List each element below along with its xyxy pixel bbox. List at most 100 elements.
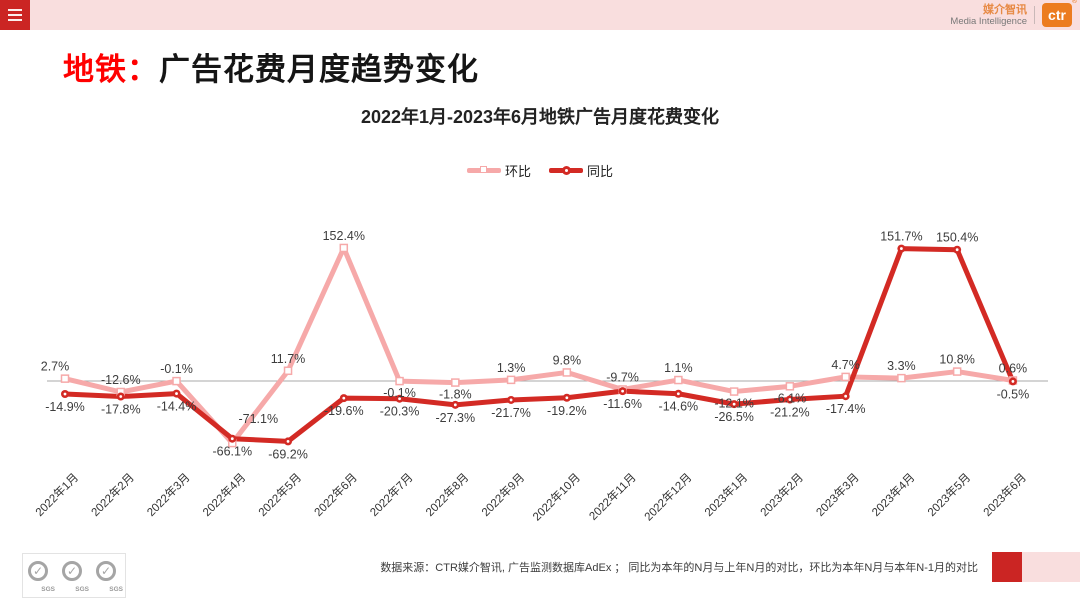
x-axis-label: 2023年5月 — [925, 470, 974, 519]
brand-name-en: Media Intelligence — [950, 15, 1027, 27]
mom-value-label: 1.3% — [497, 361, 526, 375]
ctr-logo: ctr ® — [1042, 0, 1077, 27]
data-point-marker — [562, 368, 572, 377]
sgs-logo-icon: ✓ SGS — [93, 559, 123, 593]
yoy-value-label: 150.4% — [936, 231, 978, 245]
sgs-logo-icon: ✓ SGS — [25, 559, 55, 593]
yoy-value-label: -26.5% — [714, 410, 754, 424]
yoy-value-label: -14.4% — [157, 400, 197, 414]
legend-label-mom: 环比 — [504, 164, 531, 179]
mom-series-markers — [60, 243, 1018, 448]
yoy-line-swatch — [549, 166, 583, 175]
data-source-note: 数据来源：CTR媒介智讯, 广告监测数据库AdEx ； 同比为本年的N月与上年N… — [380, 562, 978, 574]
mom-line-swatch — [466, 166, 501, 173]
page-title-text: 广告花费月度趋势变化 — [159, 52, 479, 87]
top-banner: 媒介智讯 Media Intelligence ctr ® — [0, 0, 1080, 30]
yoy-value-label: -14.6% — [659, 400, 699, 414]
x-axis-label: 2022年6月 — [311, 470, 360, 519]
data-point-marker — [674, 375, 683, 385]
legend-item-mom: 环比 — [466, 161, 531, 180]
x-axis-label: 2023年6月 — [980, 470, 1029, 519]
yoy-value-label: -21.7% — [491, 406, 531, 420]
x-axis-label: 2022年4月 — [200, 470, 249, 519]
brand-divider — [1034, 6, 1035, 24]
sgs-logo-icon: ✓ SGS — [59, 559, 89, 593]
x-axis-label: 2022年3月 — [144, 470, 193, 519]
mom-value-label: -0.1% — [160, 362, 193, 376]
x-axis-labels: 2022年1月 2022年2月 2022年3月 2022年4月 2022年5月 2022年… — [32, 470, 1029, 523]
x-axis-label: 2023年1月 — [701, 470, 750, 519]
data-point-marker — [451, 378, 460, 387]
data-point-marker — [729, 387, 739, 396]
yoy-value-label: -14.9% — [45, 400, 85, 414]
x-axis-label: 2022年7月 — [367, 470, 416, 519]
data-point-marker — [395, 376, 404, 386]
mom-value-label: 3.3% — [887, 359, 916, 373]
yoy-value-label: -0.5% — [997, 387, 1030, 401]
data-point-marker — [339, 243, 349, 253]
mom-series-line — [62, 245, 1016, 446]
mom-value-label: 4.7% — [831, 358, 860, 372]
yoy-series-line — [62, 246, 1016, 444]
x-axis-label: 2022年2月 — [88, 470, 137, 519]
yoy-value-label: -21.2% — [770, 406, 810, 420]
x-axis-label: 2022年9月 — [478, 470, 527, 519]
yoy-value-label: -27.3% — [436, 411, 476, 425]
x-axis-label: 2022年10月 — [530, 470, 583, 523]
yoy-value-label: -17.4% — [826, 402, 866, 416]
yoy-value-label: -66.1% — [212, 445, 252, 459]
mom-value-label: -0.1% — [383, 386, 416, 400]
mom-value-label: -6.1% — [774, 391, 807, 405]
x-axis-label: 2022年11月 — [586, 470, 639, 523]
x-axis-label: 2022年8月 — [423, 470, 472, 519]
trend-line-chart: 2022年1月 2022年2月 2022年3月 2022年4月 2022年5月 2022年… — [32, 229, 1048, 524]
registered-trademark-icon: ® — [1071, 0, 1077, 5]
legend-item-yoy: 同比 — [549, 161, 613, 180]
mom-value-label: 0.6% — [999, 361, 1028, 375]
yoy-value-label: -20.3% — [380, 405, 420, 419]
yoy-value-label: -17.8% — [101, 403, 141, 417]
x-axis-label: 2023年2月 — [757, 470, 806, 519]
chart-legend: 环比 同比 — [0, 161, 1080, 180]
chart-title: 2022年1月-2023年6月地铁广告月度花费变化 — [360, 107, 720, 127]
data-point-marker — [785, 382, 795, 391]
sgs-certification-logos: ✓ SGS ✓ SGS ✓ SGS — [22, 553, 126, 598]
page-title-highlight: 地铁： — [63, 52, 159, 87]
square-marker-icon — [479, 166, 487, 173]
mom-value-label: -12.6% — [101, 373, 141, 387]
mom-value-label: 1.1% — [664, 361, 693, 375]
brand-area: 媒介智讯 Media Intelligence ctr ® — [950, 0, 1077, 30]
mom-value-label: -9.7% — [606, 370, 639, 384]
data-point-marker — [60, 374, 70, 383]
footer-red-square — [992, 552, 1022, 582]
x-axis-label: 2023年4月 — [869, 470, 918, 519]
page-title: 地铁：广告花费月度趋势变化 — [63, 44, 479, 89]
yoy-value-label: -69.2% — [268, 447, 308, 461]
hamburger-icon — [8, 9, 22, 11]
brand-name-cn: 媒介智讯 — [983, 4, 1027, 17]
legend-label-yoy: 同比 — [587, 164, 614, 179]
x-axis-label: 2023年3月 — [813, 470, 862, 519]
data-point-marker — [172, 376, 181, 386]
data-point-marker — [897, 373, 906, 383]
data-point-marker — [506, 375, 516, 385]
mom-value-label: 152.4% — [323, 229, 365, 243]
yoy-value-label: -19.2% — [547, 404, 587, 418]
data-point-marker — [952, 367, 962, 376]
dot-marker-icon — [562, 166, 571, 175]
hamburger-menu-button[interactable] — [0, 0, 30, 30]
data-point-marker — [841, 372, 850, 382]
x-axis-label: 2022年5月 — [255, 470, 304, 519]
mom-value-label: 11.7% — [271, 352, 306, 366]
mom-value-label: 10.8% — [939, 353, 974, 367]
data-labels: 2.7% -12.6% -0.1% -71.1% 11.7% 152.4% -0.1% -1.… — [41, 229, 1029, 461]
mom-value-label: 9.8% — [553, 353, 582, 367]
mom-value-label: -71.1% — [238, 412, 278, 426]
yoy-value-label: -11.6% — [603, 397, 642, 411]
mom-value-label: 2.7% — [41, 360, 70, 374]
footer-pink-square — [1022, 552, 1080, 582]
mom-value-label: -12.1% — [714, 397, 754, 411]
yoy-value-label: 151.7% — [880, 230, 922, 244]
data-point-marker — [283, 366, 293, 376]
